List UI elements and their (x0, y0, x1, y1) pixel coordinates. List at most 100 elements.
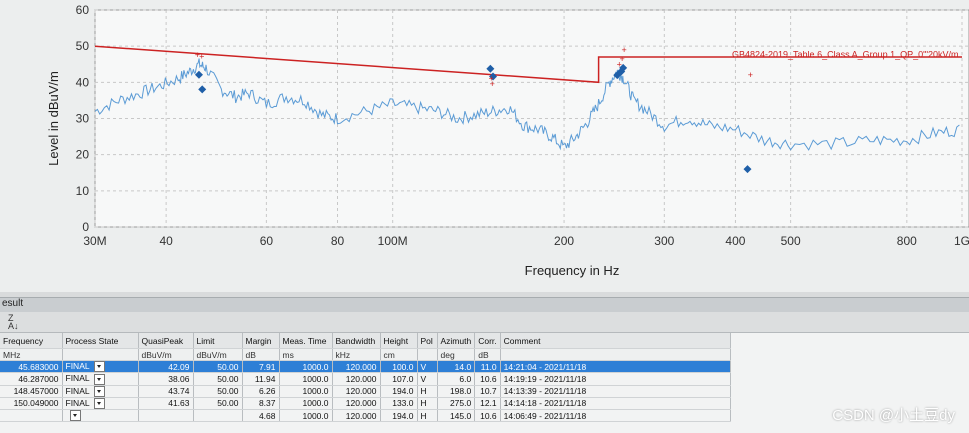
peak-marker: + (617, 59, 622, 69)
x-tick-label: 30M (83, 234, 106, 248)
cell-comment: 14:06:49 - 2021/11/18 (500, 409, 731, 423)
cell-limit: 50.00 (193, 372, 243, 386)
cell-qp (138, 409, 194, 423)
cell-freq (0, 409, 63, 423)
cell-freq: 148.457000 (0, 385, 63, 398)
cell-state[interactable] (62, 409, 139, 423)
col-margin[interactable]: Margin (242, 333, 280, 349)
x-tick-label: 400 (725, 234, 745, 248)
x-tick-label: 100M (378, 234, 408, 248)
col-meas-time[interactable]: Meas. Time (279, 333, 333, 349)
y-tick-label: 20 (76, 148, 90, 162)
plot-area (94, 9, 969, 228)
cell-state[interactable]: FINAL (62, 385, 139, 398)
col-frequency[interactable]: Frequency (0, 333, 63, 349)
qp-marker (743, 165, 752, 174)
cell-bw: 120.000 (332, 360, 381, 374)
cell-margin: 11.94 (242, 372, 280, 386)
cell-comment: 14:13:39 - 2021/11/18 (500, 385, 731, 398)
cell-bw: 120.000 (332, 372, 381, 386)
unit-cell: deg (437, 348, 476, 361)
col-height[interactable]: Height (380, 333, 418, 349)
unit-cell: dBuV/m (138, 348, 194, 361)
state-dropdown-icon[interactable] (93, 373, 105, 384)
peak-marker: + (620, 54, 625, 64)
unit-cell: dB (242, 348, 280, 361)
table-row[interactable]: 150.049000 FINAL 41.63 50.00 8.37 1000.0 120.0… (0, 397, 731, 411)
x-tick-label: 200 (554, 234, 574, 248)
x-tick-label: 40 (159, 234, 173, 248)
cell-pol: H (417, 385, 438, 398)
cell-pol: H (417, 409, 438, 423)
x-tick-label: 80 (331, 234, 345, 248)
unit-cell: kHz (332, 348, 381, 361)
unit-cell: MHz (0, 348, 63, 361)
chart-svg: 0 10 20 30 40 50 60 30M 40 60 80 100M 200 300 400 500 80… (46, 3, 969, 278)
cell-freq: 46.287000 (0, 372, 63, 386)
col-limit[interactable]: Limit (193, 333, 243, 349)
cell-height: 133.0 (380, 397, 418, 411)
table-row[interactable]: 148.457000 FINAL 43.74 50.00 6.26 1000.0 120.0… (0, 385, 731, 398)
x-tick-label: 500 (781, 234, 801, 248)
csdn-watermark: CSDN @小土豆dy (832, 407, 955, 424)
table-header-row: Frequency Process State QuasiPeak Limit … (0, 333, 731, 349)
col-comment[interactable]: Comment (500, 333, 731, 349)
cell-pol: V (417, 372, 438, 386)
qp-marker (486, 64, 495, 73)
cell-freq: 45.683000 (0, 360, 63, 374)
results-table-container: Frequency Process State QuasiPeak Limit … (0, 333, 969, 433)
cell-mtime: 1000.0 (279, 372, 333, 386)
cell-comment: 14:14:18 - 2021/11/18 (500, 397, 731, 411)
cell-margin: 8.37 (242, 397, 280, 411)
cell-bw: 120.000 (332, 409, 381, 423)
cell-mtime: 1000.0 (279, 360, 333, 374)
table-row[interactable]: 46.287000 FINAL 38.06 50.00 11.94 1000.0 120.0… (0, 372, 731, 386)
col-process-state[interactable]: Process State (62, 333, 139, 349)
cell-pol: V (417, 360, 438, 374)
peak-marker: + (490, 79, 495, 89)
cell-mtime: 1000.0 (279, 409, 333, 423)
cell-state[interactable]: FINAL (62, 360, 139, 374)
cell-az: 145.0 (437, 409, 476, 423)
cell-margin: 4.68 (242, 409, 280, 423)
col-azimuth[interactable]: Azimuth (437, 333, 476, 349)
col-quasipeak[interactable]: QuasiPeak (138, 333, 194, 349)
cell-height: 107.0 (380, 372, 418, 386)
cell-state[interactable]: FINAL (62, 397, 139, 411)
cell-height: 100.0 (380, 360, 418, 374)
qp-marker (198, 85, 207, 94)
col-pol[interactable]: Pol (417, 333, 438, 349)
cell-mtime: 1000.0 (279, 385, 333, 398)
peak-marker: + (199, 51, 204, 61)
state-dropdown-icon[interactable] (93, 361, 105, 372)
cell-corr: 12.1 (474, 397, 501, 411)
y-tick-label: 50 (76, 39, 90, 53)
cell-state[interactable]: FINAL (62, 372, 139, 386)
state-dropdown-icon[interactable] (93, 398, 105, 409)
cell-limit: 50.00 (193, 385, 243, 398)
cell-limit: 50.00 (193, 360, 243, 374)
unit-cell: dBuV/m (193, 348, 243, 361)
peak-marker: + (622, 45, 627, 55)
cell-margin: 7.91 (242, 360, 280, 374)
table-row[interactable]: 45.683000 FINAL 42.09 50.00 7.91 1000.0 120.00… (0, 360, 731, 374)
cell-comment: 14:19:19 - 2021/11/18 (500, 372, 731, 386)
x-tick-label: 800 (897, 234, 917, 248)
cell-corr: 10.6 (474, 372, 501, 386)
cell-comment: 14:21:04 - 2021/11/18 (500, 360, 731, 374)
results-panel-title: esult (0, 297, 969, 312)
sort-az-icon[interactable]: Z A↓ (8, 313, 19, 331)
cell-az: 14.0 (437, 360, 476, 374)
state-dropdown-icon[interactable] (93, 385, 105, 397)
y-axis-label: Level in dBuV/m (46, 71, 61, 166)
col-bandwidth[interactable]: Bandwidth (332, 333, 381, 349)
limit-line (94, 45, 962, 84)
peak-marker: + (489, 74, 494, 84)
col-corr[interactable]: Corr. (474, 333, 501, 349)
cell-qp: 41.63 (138, 397, 194, 411)
state-dropdown-icon[interactable] (69, 410, 81, 421)
table-row[interactable]: 4.68 1000.0 120.000 194.0 H 145.0 10.6 14:06:49… (0, 409, 731, 423)
y-tick-label: 60 (76, 3, 90, 17)
cell-pol: H (417, 397, 438, 411)
cell-corr: 10.7 (474, 385, 501, 398)
